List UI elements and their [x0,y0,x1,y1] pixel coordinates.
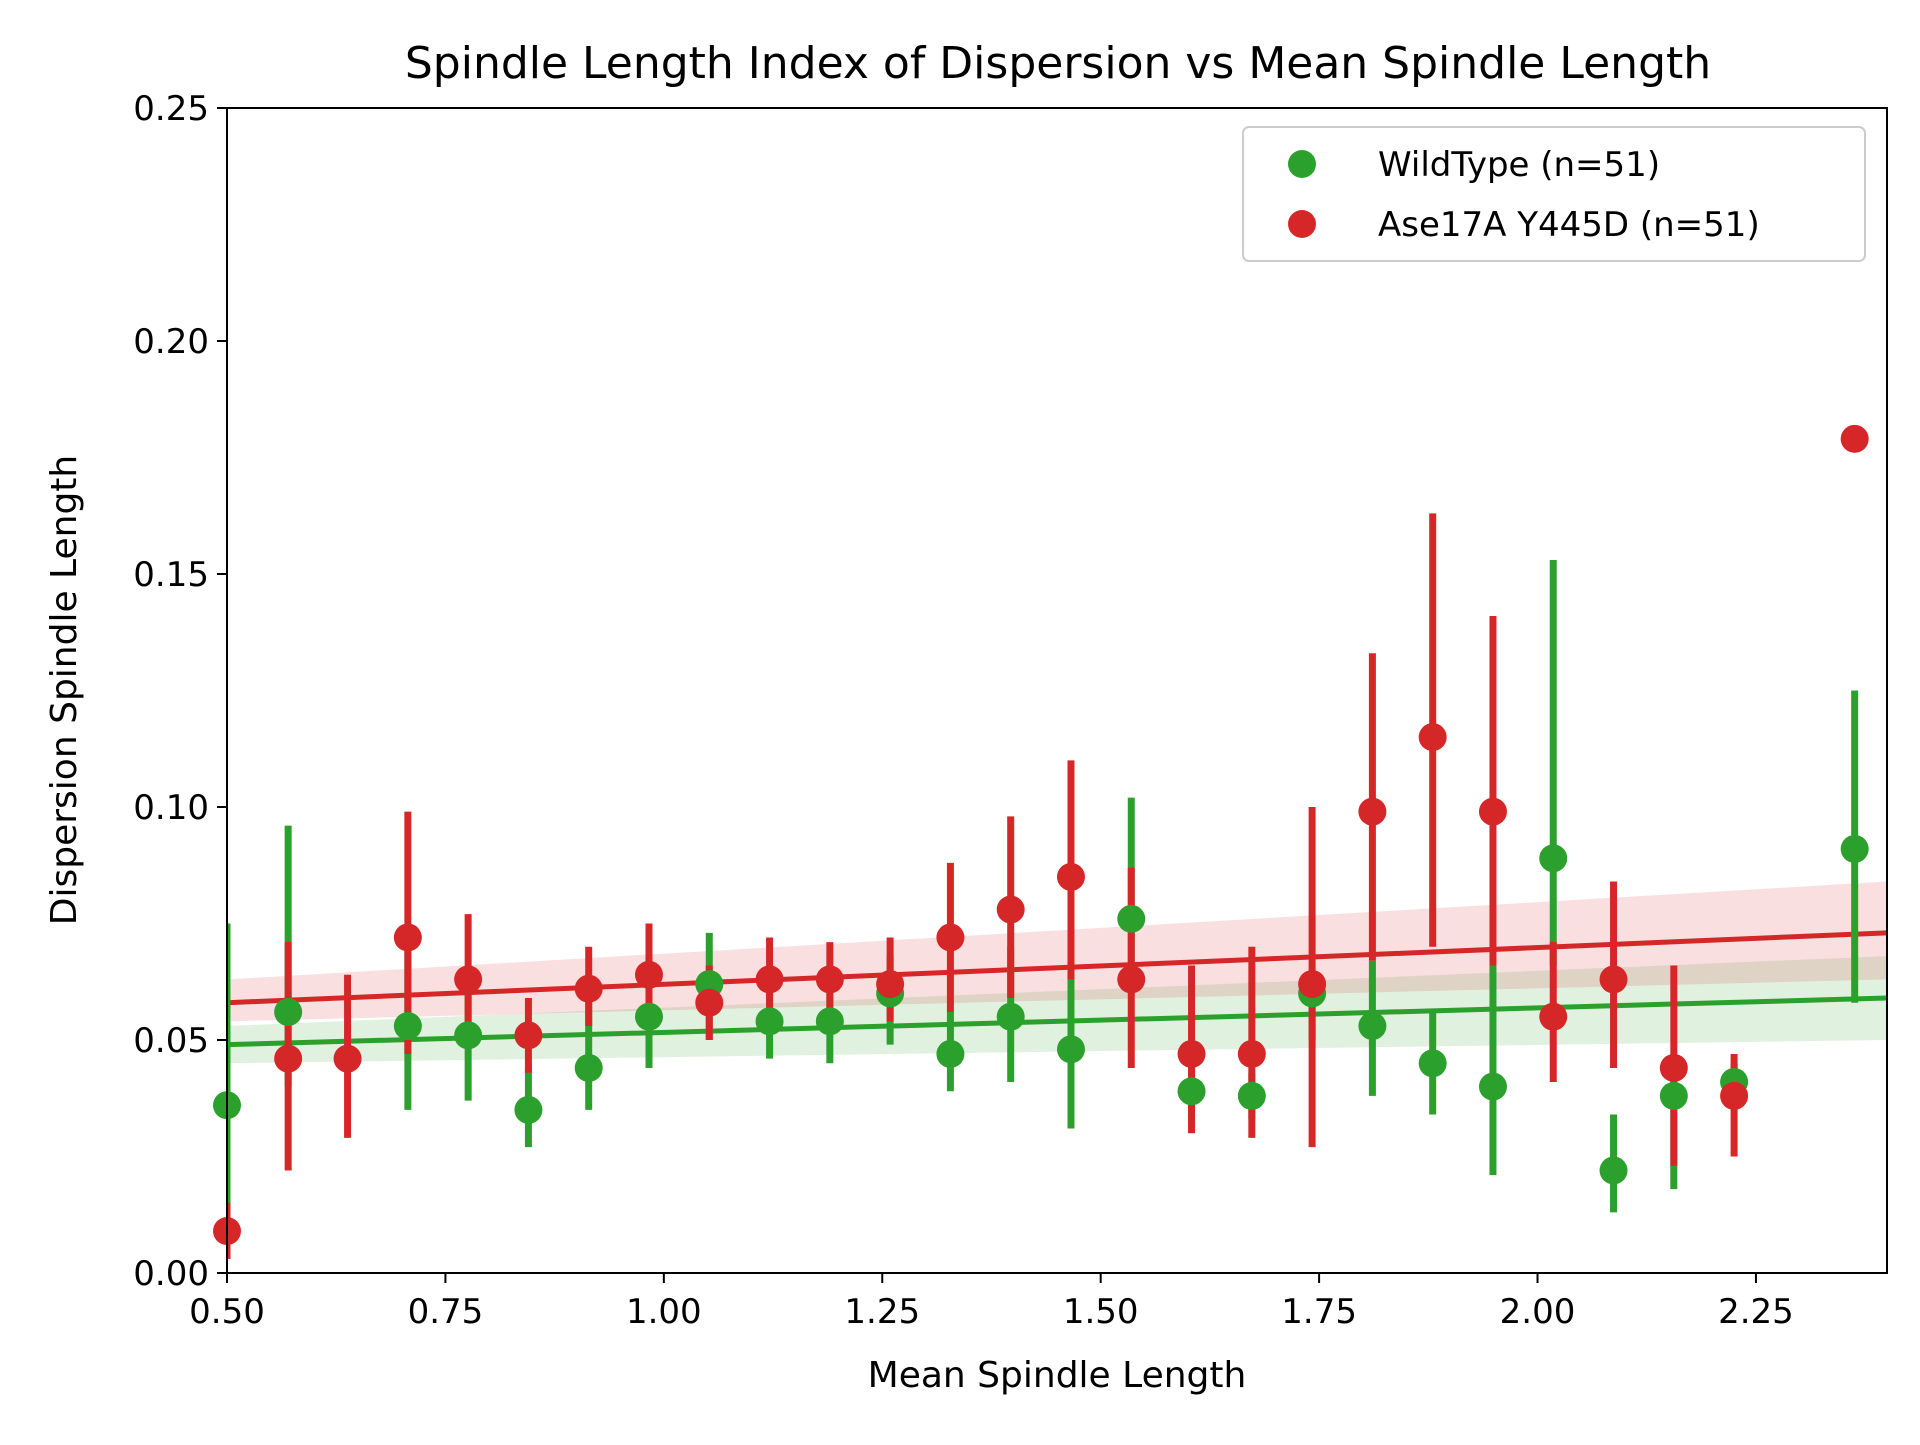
y-tick-label: 0.00 [133,1254,209,1294]
data-point-wildtype-12 [996,1002,1025,1031]
y-tick-label: 0.15 [133,555,209,595]
confidence-band-wildtype [227,956,1887,1064]
data-point-ase17a-21 [1478,797,1507,826]
data-point-wildtype-19 [1418,1049,1447,1078]
data-point-ase17a-16 [1177,1039,1206,1068]
data-point-ase17a-13 [996,895,1025,924]
data-point-wildtype-15 [1177,1077,1206,1106]
data-point-ase17a-9 [755,965,784,994]
data-point-ase17a-6 [574,974,603,1003]
data-point-ase17a-22 [1539,1002,1568,1031]
data-point-ase17a-7 [634,960,663,989]
data-point-ase17a-24 [1659,1053,1688,1082]
x-tick-label: 0.50 [189,1292,265,1332]
x-tick-label: 1.00 [626,1292,702,1332]
data-point-ase17a-15 [1117,965,1146,994]
data-point-ase17a-23 [1599,965,1628,994]
data-point-wildtype-4 [514,1095,543,1124]
data-point-wildtype-11 [936,1039,965,1068]
legend-label-ase17a: Ase17A Y445D (n=51) [1378,205,1760,245]
data-point-wildtype-13 [1056,1035,1085,1064]
legend-label-wildtype: WildType (n=51) [1378,145,1660,185]
plot-area-frame [226,107,1888,1274]
data-point-ase17a-10 [815,965,844,994]
data-point-wildtype-16 [1237,1081,1266,1110]
data-point-wildtype-23 [1659,1081,1688,1110]
data-point-ase17a-8 [695,988,724,1017]
chart-title: Spindle Length Index of Dispersion vs Me… [405,38,1711,89]
data-point-wildtype-25 [1840,834,1869,863]
x-axis-label: Mean Spindle Length [868,1355,1247,1396]
data-point-ase17a-19 [1358,797,1387,826]
data-point-ase17a-18 [1298,970,1327,999]
data-point-ase17a-17 [1237,1039,1266,1068]
data-point-ase17a-14 [1056,862,1085,891]
data-point-ase17a-26 [1840,424,1869,453]
data-point-ase17a-25 [1720,1081,1749,1110]
legend-marker-wildtype [1288,150,1316,178]
data-point-ase17a-4 [454,965,483,994]
data-point-wildtype-20 [1478,1072,1507,1101]
y-tick-label: 0.20 [133,322,209,362]
legend: WildType (n=51) Ase17A Y445D (n=51) [1242,126,1866,262]
data-point-wildtype-6 [634,1002,663,1031]
data-point-wildtype-22 [1599,1156,1628,1185]
legend-frame [1242,126,1866,262]
data-point-ase17a-12 [936,923,965,952]
x-tick-label: 0.75 [408,1292,484,1332]
legend-marker-ase17a [1288,210,1316,238]
data-point-wildtype-21 [1539,844,1568,873]
data-point-wildtype-8 [755,1007,784,1036]
data-point-ase17a-11 [876,970,905,999]
data-point-ase17a-2 [333,1044,362,1073]
x-tick-label: 1.25 [844,1292,920,1332]
data-point-wildtype-2 [393,1012,422,1041]
data-point-wildtype-5 [574,1053,603,1082]
data-point-wildtype-1 [274,998,303,1027]
data-point-ase17a-5 [514,1021,543,1050]
y-tick-label: 0.10 [133,788,209,828]
x-tick-label: 1.50 [1063,1292,1139,1332]
data-point-wildtype-14 [1117,904,1146,933]
x-tick-label: 1.75 [1281,1292,1357,1332]
data-point-wildtype-3 [454,1021,483,1050]
data-point-wildtype-18 [1358,1012,1387,1041]
y-axis-label: Dispersion Spindle Length [44,455,85,925]
data-point-ase17a-3 [393,923,422,952]
data-point-ase17a-1 [274,1044,303,1073]
x-tick-label: 2.00 [1500,1292,1576,1332]
y-tick-label: 0.25 [133,89,209,129]
y-tick-label: 0.05 [133,1021,209,1061]
data-point-ase17a-20 [1418,723,1447,752]
x-tick-label: 2.25 [1718,1292,1794,1332]
data-point-wildtype-9 [815,1007,844,1036]
